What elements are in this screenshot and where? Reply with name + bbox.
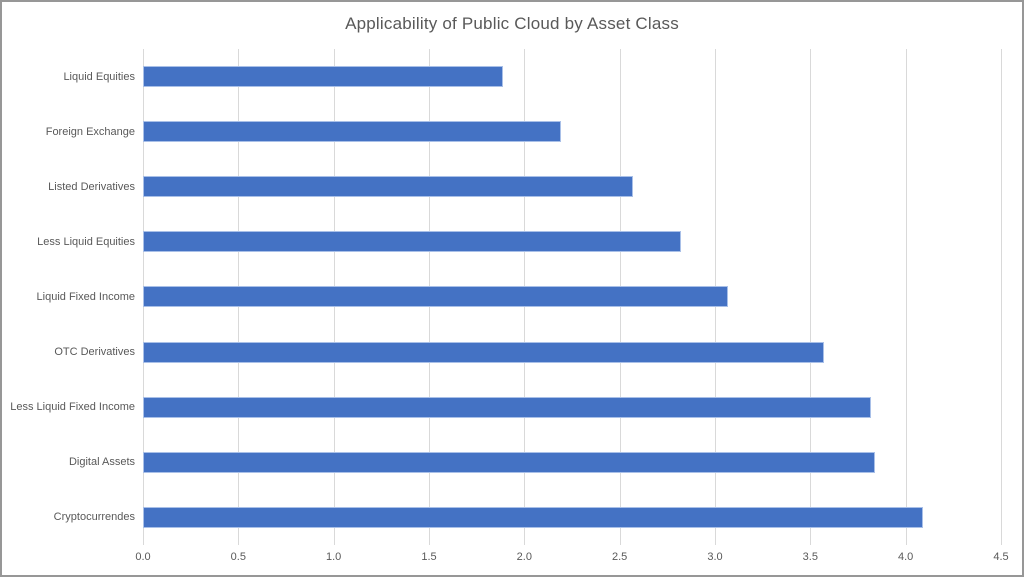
bar-row <box>143 214 1001 269</box>
bar-foreign-exchange <box>143 121 561 143</box>
category-label-less-liquid-equities: Less Liquid Equities <box>37 235 135 248</box>
bar-row <box>143 325 1001 380</box>
gridline-x-4.5 <box>1001 49 1002 545</box>
x-tick-label-1.0: 1.0 <box>326 551 342 563</box>
category-label-foreign-exchange: Foreign Exchange <box>45 125 135 138</box>
bar-row <box>143 104 1001 159</box>
x-tick-label-3.0: 3.0 <box>707 551 723 563</box>
bar-row <box>143 159 1001 214</box>
bar-row <box>143 269 1001 324</box>
bar-row <box>143 49 1001 104</box>
x-tick-label-2.0: 2.0 <box>516 551 532 563</box>
x-tick-label-3.5: 3.5 <box>802 551 818 563</box>
x-tick-label-0.5: 0.5 <box>230 551 246 563</box>
bar-digital-assets <box>143 451 876 473</box>
bar-listed-derivatives <box>143 176 633 198</box>
category-label-cryptocurrendes: Cryptocurrendes <box>53 511 135 524</box>
x-tick-label-0.0: 0.0 <box>135 551 151 563</box>
gridline-x-4 <box>905 49 907 545</box>
bar-less-liquid-equities <box>143 231 681 253</box>
category-label-less-liquid-fixed-income: Less Liquid Fixed Income <box>10 401 135 414</box>
bar-row <box>143 435 1001 490</box>
plot-area <box>143 49 1002 545</box>
bar-row <box>143 380 1001 435</box>
chart-title: Applicability of Public Cloud by Asset C… <box>345 14 679 33</box>
gridline-x-3.5 <box>810 49 812 545</box>
x-tick-label-2.5: 2.5 <box>612 551 628 563</box>
bar-cryptocurrendes <box>143 506 923 528</box>
category-label-otc-derivatives: OTC Derivatives <box>54 346 135 359</box>
category-label-liquid-equities: Liquid Equities <box>63 70 135 83</box>
category-label-listed-derivatives: Listed Derivatives <box>48 180 135 193</box>
y-axis-category-labels: Liquid Equities Foreign Exchange Listed De… <box>2 49 135 545</box>
bar-row <box>143 490 1001 545</box>
x-tick-label-1.5: 1.5 <box>421 551 437 563</box>
bar-otc-derivatives <box>143 341 824 363</box>
x-axis-tick-labels: 0.0 0.5 1.0 1.5 2.0 2.5 3.0 3.5 4.0 4.5 <box>135 551 1008 567</box>
bar-liquid-equities <box>143 66 504 88</box>
bar-less-liquid-fixed-income <box>143 396 872 418</box>
bar-series <box>143 49 1001 545</box>
bar-liquid-fixed-income <box>143 286 729 308</box>
x-tick-label-4.5: 4.5 <box>993 551 1009 563</box>
category-label-liquid-fixed-income: Liquid Fixed Income <box>36 290 135 303</box>
category-label-digital-assets: Digital Assets <box>68 456 135 469</box>
x-tick-label-4.0: 4.0 <box>898 551 914 563</box>
